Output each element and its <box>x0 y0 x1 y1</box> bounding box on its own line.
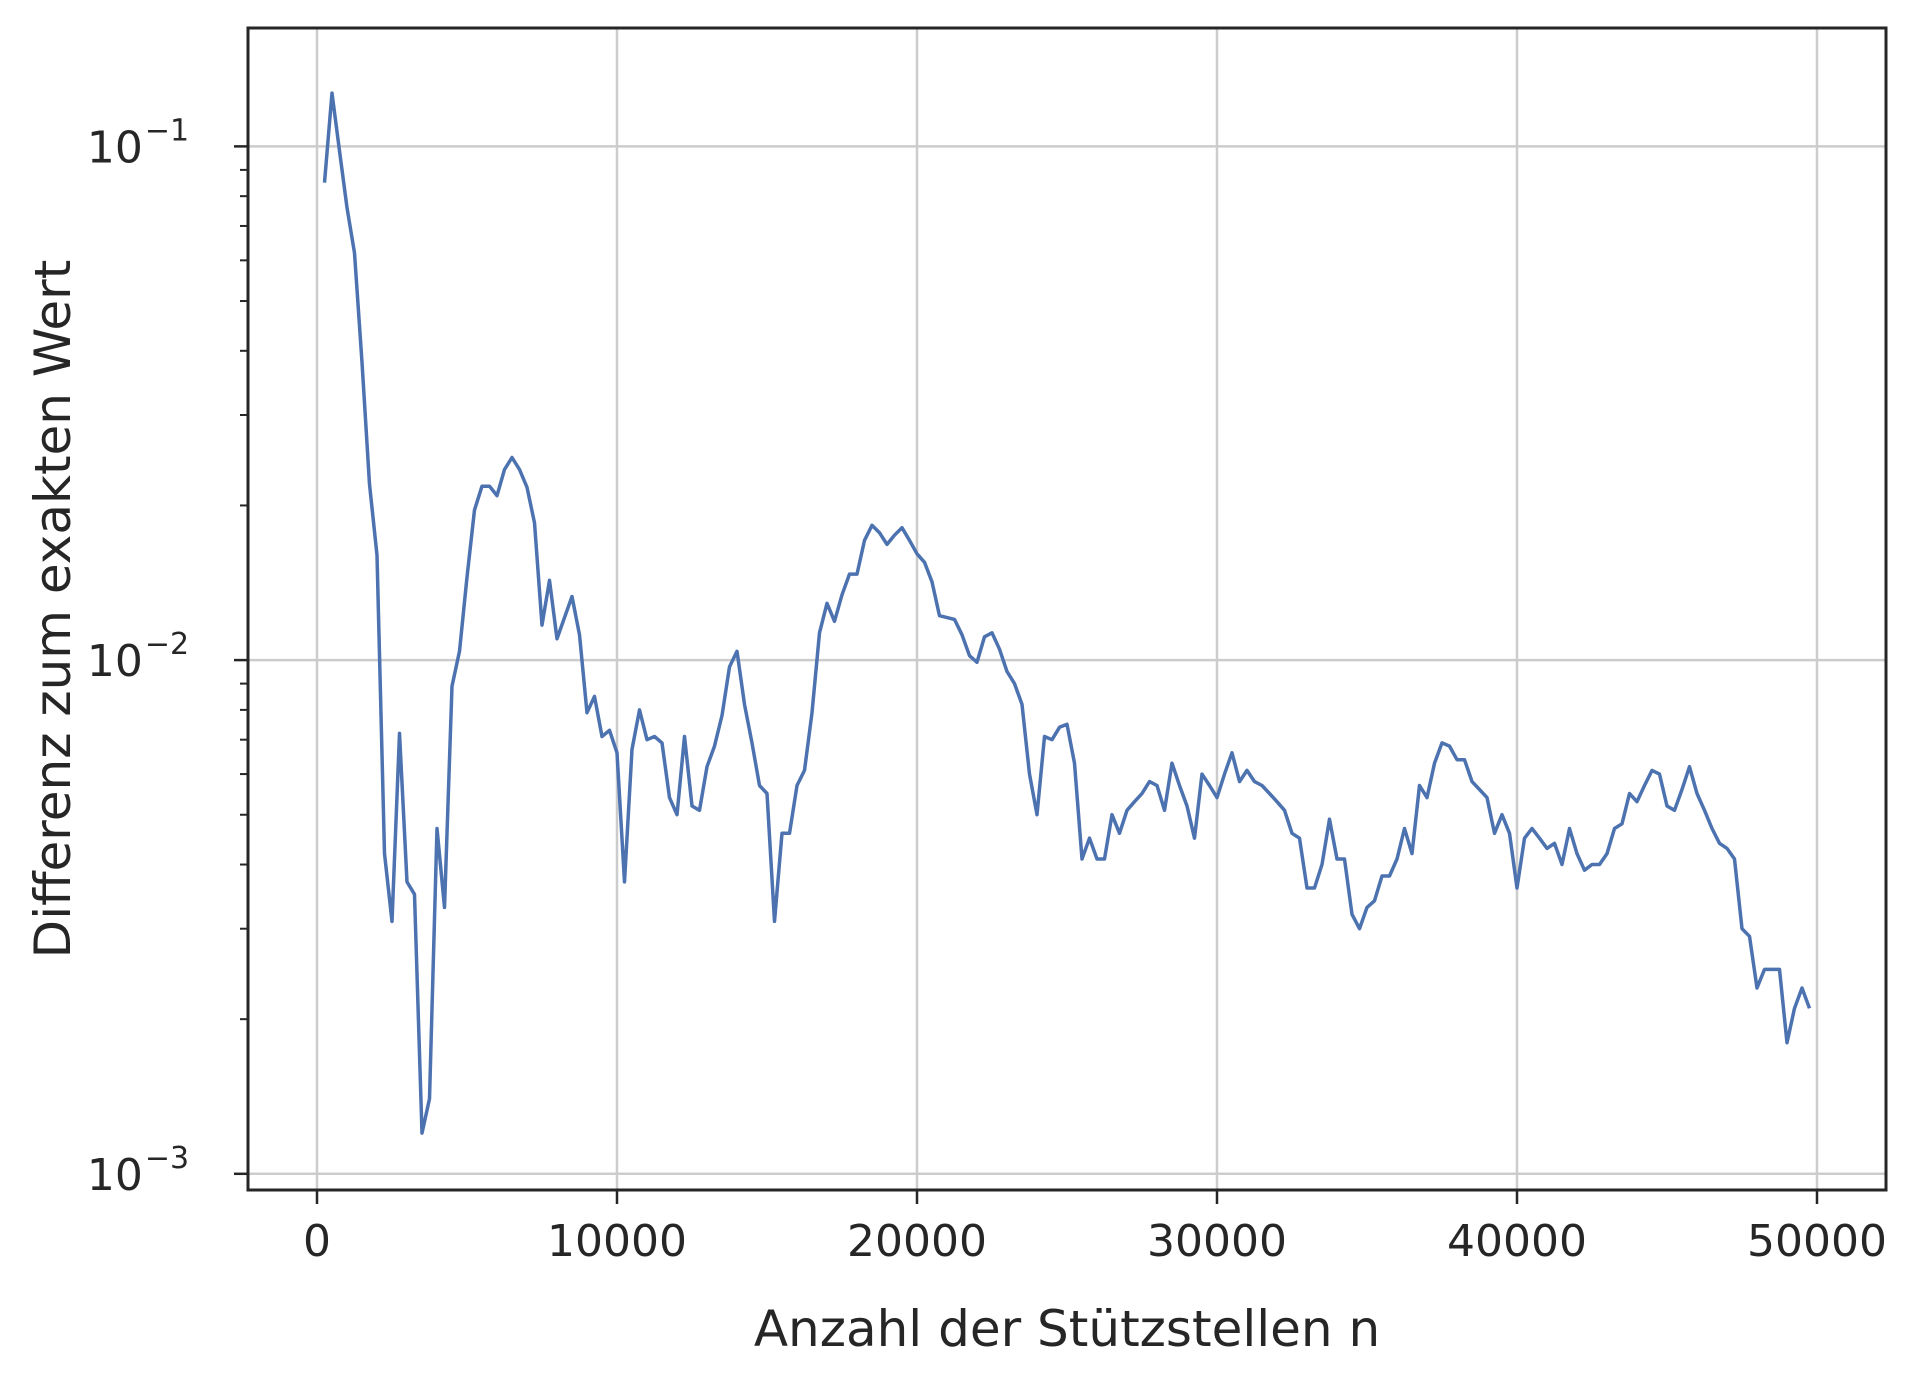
y-tick-label: 10−1 <box>87 113 189 173</box>
x-axis-label: Anzahl der Stützstellen n <box>754 1300 1380 1358</box>
y-tick-label: 10−2 <box>87 627 189 687</box>
y-axis-label: Differenz zum exakten Wert <box>24 260 82 959</box>
x-tick-label: 30000 <box>1147 1216 1287 1267</box>
x-tick-label: 10000 <box>547 1216 687 1267</box>
y-tick-label: 10−3 <box>87 1141 189 1201</box>
x-tick-label: 40000 <box>1447 1216 1587 1267</box>
x-tick-label: 0 <box>303 1216 331 1267</box>
x-tick-label: 20000 <box>847 1216 987 1267</box>
series-line <box>322 91 1812 1135</box>
plot-frame <box>246 26 1888 1192</box>
x-tick-label: 50000 <box>1747 1216 1887 1267</box>
